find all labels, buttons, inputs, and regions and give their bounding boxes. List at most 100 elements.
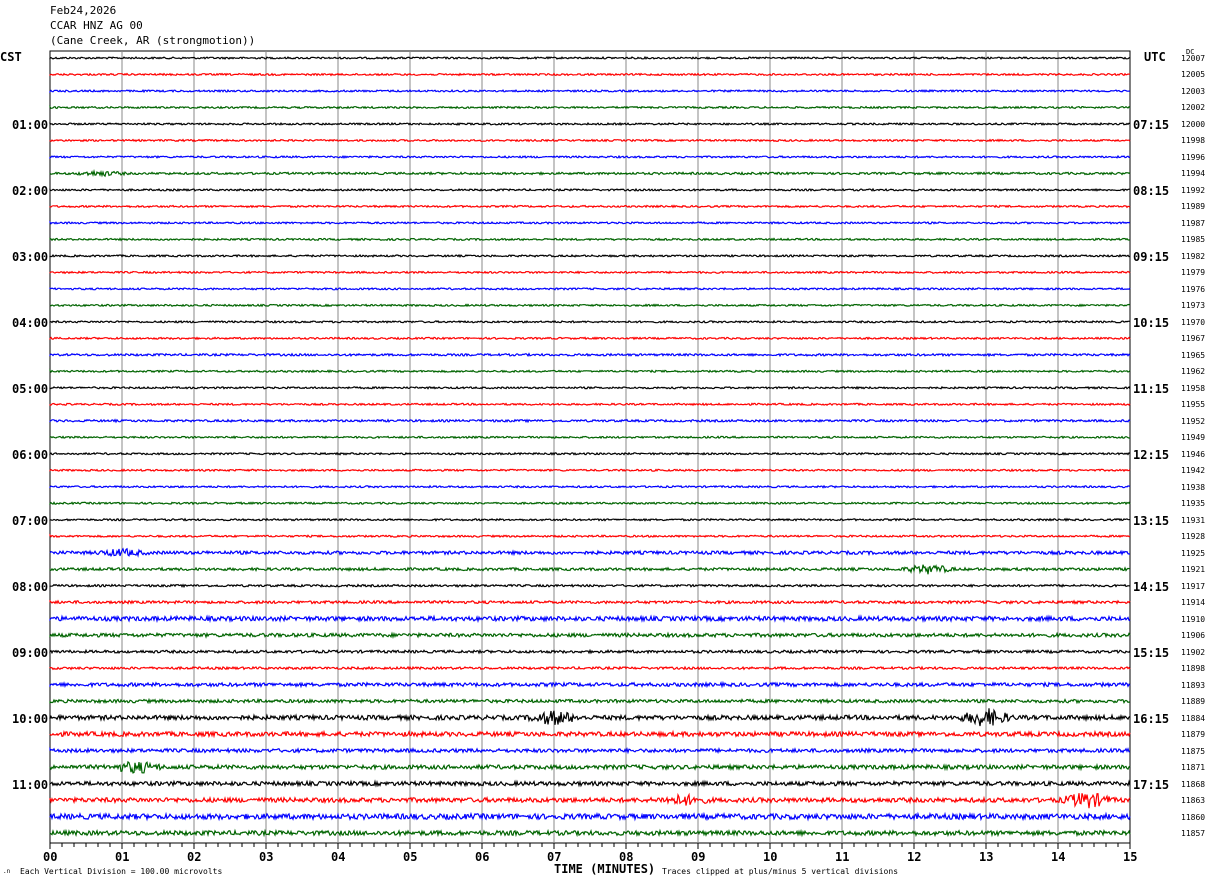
date-label: Feb24,2026 xyxy=(50,4,117,17)
dc-offset-label: 11921 xyxy=(1181,565,1206,575)
dc-offset-label: 11992 xyxy=(1181,185,1206,195)
dc-offset-label: 11973 xyxy=(1181,301,1206,311)
x-tick-label: 09 xyxy=(691,850,706,864)
x-tick-label: 01 xyxy=(115,850,130,864)
seismic-trace xyxy=(49,204,1131,209)
dc-offset-label: 11976 xyxy=(1181,284,1206,294)
seismic-trace xyxy=(49,138,1131,143)
dc-offset-label: 11998 xyxy=(1181,136,1206,146)
dc-offset-label: 11996 xyxy=(1181,152,1206,162)
left-timezone: CST xyxy=(0,50,22,64)
x-tick-label: 00 xyxy=(43,850,58,864)
dc-offset-label: 11884 xyxy=(1181,713,1206,723)
seismic-trace xyxy=(49,484,1131,489)
x-tick-label: 02 xyxy=(187,850,202,864)
dc-offset-label: 11902 xyxy=(1181,647,1206,657)
dc-offset-label: 11871 xyxy=(1181,763,1206,773)
utc-hour-label: 13:15 xyxy=(1133,513,1170,528)
seismic-trace xyxy=(49,418,1131,424)
dc-offset-label: 12007 xyxy=(1181,54,1206,63)
seismic-trace xyxy=(49,220,1131,225)
seismic-trace xyxy=(49,564,1130,575)
dc-offset-label: 11946 xyxy=(1181,449,1206,459)
utc-hour-label: 07:15 xyxy=(1133,117,1170,132)
seismic-trace xyxy=(49,680,1131,689)
utc-hour-label: 08:15 xyxy=(1133,183,1170,198)
seismic-trace xyxy=(49,468,1131,473)
cst-hour-label: 05:00 xyxy=(12,381,49,396)
cst-hour-label: 11:00 xyxy=(12,777,49,792)
plot-frame xyxy=(49,50,1131,844)
seismic-trace xyxy=(49,319,1131,324)
dc-offset-label: 11857 xyxy=(1181,829,1206,839)
x-axis-label: TIME (MINUTES) xyxy=(554,862,656,876)
dc-offset-label: 11860 xyxy=(1181,812,1206,822)
dc-offset-label: 11967 xyxy=(1181,334,1206,344)
utc-hour-label: 10:15 xyxy=(1133,315,1170,330)
right-timezone: UTC xyxy=(1144,50,1166,64)
dc-offset-label: 11979 xyxy=(1181,268,1206,278)
utc-hour-label: 12:15 xyxy=(1133,447,1170,462)
dc-offset-label: 11962 xyxy=(1181,367,1206,377)
dc-offset-label: 11875 xyxy=(1181,746,1206,756)
cst-hour-label: 03:00 xyxy=(12,249,49,264)
dc-offset-label: 11906 xyxy=(1181,631,1206,641)
seismic-trace xyxy=(49,599,1131,605)
seismic-trace xyxy=(49,746,1131,755)
utc-hour-label: 09:15 xyxy=(1133,249,1170,264)
cst-hour-label: 07:00 xyxy=(12,513,49,528)
seismic-trace xyxy=(49,105,1131,110)
seismic-trace xyxy=(49,402,1131,407)
dc-offset-label: 11914 xyxy=(1181,598,1206,608)
dc-offset-label: 12005 xyxy=(1181,70,1206,80)
dc-offset-label: 11938 xyxy=(1181,482,1206,492)
seismic-trace xyxy=(49,501,1131,506)
utc-hour-label: 14:15 xyxy=(1133,579,1170,594)
seismic-trace xyxy=(49,368,1131,374)
dc-offset-label: 11925 xyxy=(1181,548,1206,558)
x-tick-label: 15 xyxy=(1123,850,1138,864)
dc-offset-label: 11910 xyxy=(1181,614,1206,624)
seismic-trace xyxy=(49,187,1130,192)
x-tick-label: 03 xyxy=(259,850,274,864)
x-tick-label: 06 xyxy=(475,850,490,864)
dc-offset-label: 11955 xyxy=(1181,400,1206,410)
dc-offset-label: 11994 xyxy=(1181,169,1206,179)
seismic-trace xyxy=(49,121,1131,127)
scale-note: Each Vertical Division = 100.00 microvol… xyxy=(20,867,223,876)
utc-hour-label: 15:15 xyxy=(1133,645,1170,660)
x-tick-label: 13 xyxy=(979,850,994,864)
clip-note: Traces clipped at plus/minus 5 vertical … xyxy=(662,867,899,876)
dc-offset-label: 11965 xyxy=(1181,350,1206,360)
dc-offset-label: 11989 xyxy=(1181,202,1206,212)
utc-hour-label: 11:15 xyxy=(1133,381,1170,396)
x-tick-label: 11 xyxy=(835,850,850,864)
seismic-trace xyxy=(49,665,1131,671)
dc-offset-label: 11928 xyxy=(1181,532,1206,542)
dc-offset-label: 11970 xyxy=(1181,317,1206,327)
seismic-trace xyxy=(49,697,1131,705)
dc-offset-label: 11942 xyxy=(1181,466,1206,476)
dc-offset-label: 12002 xyxy=(1181,103,1206,113)
dc-offset-label: 11982 xyxy=(1181,251,1206,261)
dc-offset-label: 11893 xyxy=(1181,680,1206,690)
seismic-trace xyxy=(49,88,1131,94)
station-label: CCAR HNZ AG 00 xyxy=(50,19,143,32)
x-tick-label: 08 xyxy=(619,850,634,864)
cst-hour-label: 09:00 xyxy=(12,645,49,660)
x-tick-label: 14 xyxy=(1051,850,1066,864)
seismic-trace xyxy=(49,270,1131,275)
dc-offset-label: 12003 xyxy=(1181,86,1206,96)
seismic-trace xyxy=(49,55,1131,60)
seismic-trace xyxy=(49,583,1131,589)
dc-offset-label: 11931 xyxy=(1181,515,1206,525)
seismic-trace xyxy=(49,760,1131,774)
seismic-trace xyxy=(49,435,1131,440)
dc-offset-label: 11952 xyxy=(1181,416,1206,426)
seismic-trace xyxy=(49,631,1131,639)
seismic-trace xyxy=(49,517,1131,522)
seismic-trace xyxy=(49,169,1131,178)
seismic-trace xyxy=(49,708,1131,727)
seismic-trace xyxy=(49,237,1131,242)
x-tick-label: 05 xyxy=(403,850,418,864)
